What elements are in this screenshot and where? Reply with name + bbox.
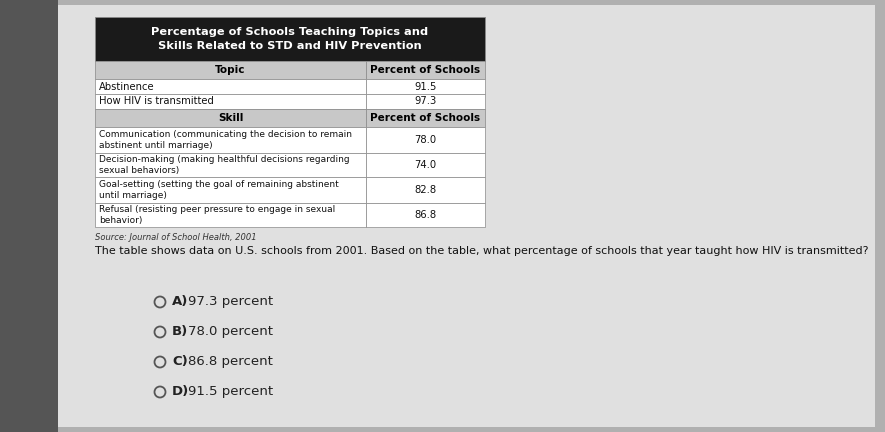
Bar <box>366 153 485 177</box>
Text: Percent of Schools: Percent of Schools <box>371 65 481 75</box>
Text: B): B) <box>172 325 189 339</box>
Text: Topic: Topic <box>215 65 246 75</box>
Text: 86.8: 86.8 <box>414 210 436 220</box>
Bar <box>95 203 366 227</box>
Bar <box>95 79 366 94</box>
Bar <box>366 109 485 127</box>
Text: C): C) <box>172 356 188 368</box>
Text: 97.3: 97.3 <box>414 96 436 107</box>
Bar <box>366 61 485 79</box>
Bar <box>366 177 485 203</box>
Bar <box>366 203 485 227</box>
Bar <box>95 153 366 177</box>
Bar <box>366 94 485 109</box>
Text: Percentage of Schools Teaching Topics and: Percentage of Schools Teaching Topics an… <box>151 27 428 37</box>
Text: Communication (communicating the decision to remain
abstinent until marriage): Communication (communicating the decisio… <box>99 130 352 150</box>
Text: 78.0 percent: 78.0 percent <box>188 325 273 339</box>
Bar <box>0 0 58 432</box>
Text: The table shows data on U.S. schools from 2001. Based on the table, what percent: The table shows data on U.S. schools fro… <box>95 246 868 256</box>
Text: 91.5: 91.5 <box>414 82 436 92</box>
Bar <box>95 61 366 79</box>
Bar <box>95 94 366 109</box>
Text: How HIV is transmitted: How HIV is transmitted <box>99 96 214 107</box>
Text: Goal-setting (setting the goal of remaining abstinent
until marriage): Goal-setting (setting the goal of remain… <box>99 180 339 200</box>
Bar <box>95 127 366 153</box>
Bar <box>366 79 485 94</box>
Text: D): D) <box>172 385 189 398</box>
Text: 91.5 percent: 91.5 percent <box>188 385 273 398</box>
Text: 78.0: 78.0 <box>414 135 436 145</box>
Bar <box>366 127 485 153</box>
Text: 74.0: 74.0 <box>414 160 436 170</box>
Text: A): A) <box>172 295 189 308</box>
Text: Source: Journal of School Health, 2001: Source: Journal of School Health, 2001 <box>95 233 257 242</box>
Text: 97.3 percent: 97.3 percent <box>188 295 273 308</box>
Text: 82.8: 82.8 <box>414 185 436 195</box>
Text: Percent of Schools: Percent of Schools <box>371 113 481 123</box>
Bar <box>95 17 485 61</box>
Text: Skill: Skill <box>218 113 243 123</box>
Text: Abstinence: Abstinence <box>99 82 155 92</box>
Bar <box>95 109 366 127</box>
Text: Refusal (resisting peer pressure to engage in sexual
behavior): Refusal (resisting peer pressure to enga… <box>99 205 335 225</box>
Bar <box>95 177 366 203</box>
Text: Skills Related to STD and HIV Prevention: Skills Related to STD and HIV Prevention <box>158 41 422 51</box>
Text: 86.8 percent: 86.8 percent <box>188 356 273 368</box>
Text: Decision-making (making healthful decisions regarding
sexual behaviors): Decision-making (making healthful decisi… <box>99 155 350 175</box>
